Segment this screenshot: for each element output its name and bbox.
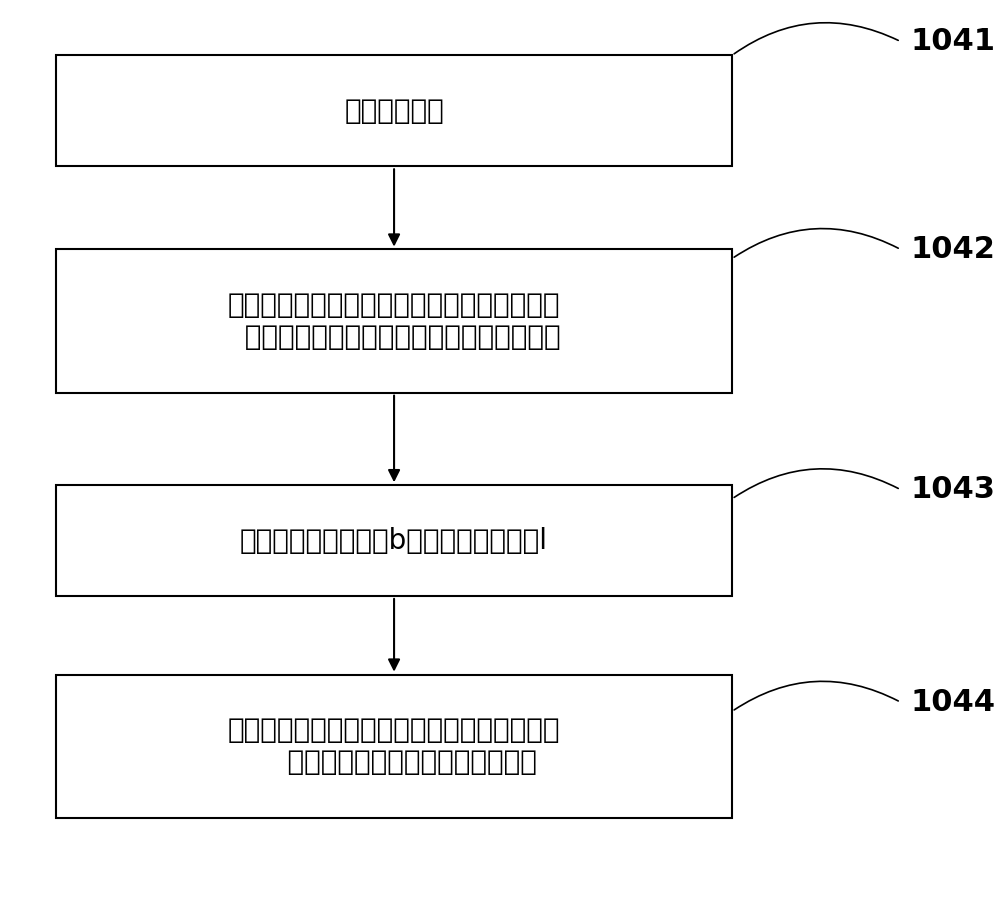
Text: 1041: 1041 — [910, 27, 995, 56]
Text: 1044: 1044 — [910, 687, 995, 717]
Text: 1043: 1043 — [910, 475, 995, 505]
Text: 根据振动频率和第一质量，确定振动方向的刚
  度，振动方向为切削部往复直线运动的方向: 根据振动频率和第一质量，确定振动方向的刚 度，振动方向为切削部往复直线运动的方向 — [227, 291, 561, 351]
Text: 根据振动方向的刚度、柔性板簧的宽度和柔性
    板簧的长度，确定柔性板簧的厚度: 根据振动方向的刚度、柔性板簧的宽度和柔性 板簧的长度，确定柔性板簧的厚度 — [228, 716, 560, 776]
FancyBboxPatch shape — [56, 55, 732, 166]
FancyBboxPatch shape — [56, 675, 732, 818]
FancyBboxPatch shape — [56, 485, 732, 596]
FancyBboxPatch shape — [56, 249, 732, 393]
Text: 确定柔性板簧的宽度b和柔性板簧的长度l: 确定柔性板簧的宽度b和柔性板簧的长度l — [240, 527, 548, 554]
Text: 1042: 1042 — [910, 235, 995, 264]
Text: 确定第一质量: 确定第一质量 — [344, 97, 444, 125]
